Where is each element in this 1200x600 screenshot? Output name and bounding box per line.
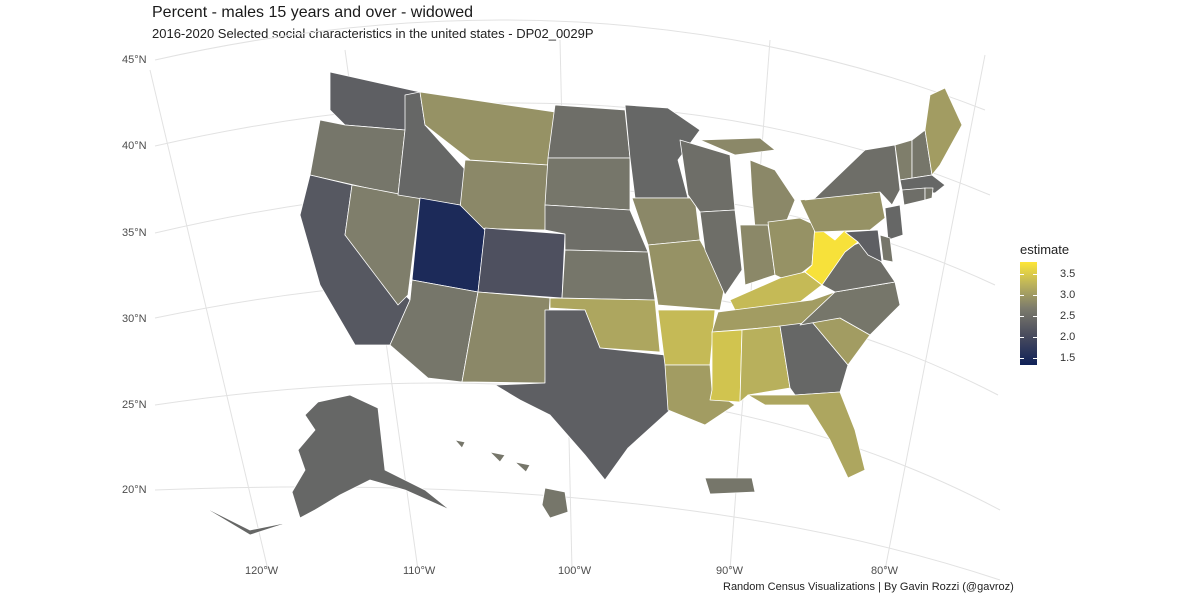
state-new-york bbox=[804, 144, 901, 206]
legend-tick-mark bbox=[1020, 274, 1024, 275]
state-missouri bbox=[647, 239, 726, 311]
lat-label-40: 40°N bbox=[122, 140, 147, 152]
graticule-lat-45 bbox=[154, 19, 986, 111]
color-legend: estimate 3.5 3.0 2.5 2.0 1.5 bbox=[1020, 242, 1075, 365]
legend-tick-mark bbox=[1020, 358, 1024, 359]
state-massachusetts bbox=[899, 174, 946, 194]
state-maine bbox=[924, 87, 963, 176]
lat-label-25: 25°N bbox=[122, 399, 147, 411]
state-connecticut bbox=[901, 187, 926, 206]
lon-label-120: 120°W bbox=[245, 565, 279, 577]
legend-tick-mark bbox=[1020, 316, 1024, 317]
lat-label-30: 30°N bbox=[122, 313, 147, 325]
map-subtitle: 2016-2020 Selected social characteristic… bbox=[152, 26, 594, 41]
state-colorado bbox=[477, 227, 566, 299]
legend-tick-3-5: 3.5 bbox=[1060, 268, 1076, 280]
state-new-mexico bbox=[461, 291, 551, 384]
graticule-lon-80 bbox=[884, 54, 986, 571]
state-north-dakota bbox=[547, 104, 631, 159]
lat-label-35: 35°N bbox=[122, 227, 147, 239]
state-alabama bbox=[739, 325, 791, 403]
legend-tick-mark bbox=[1033, 337, 1037, 338]
state-hawaii bbox=[454, 439, 569, 519]
legend-tick-2-0: 2.0 bbox=[1060, 331, 1076, 343]
lat-label-45: 45°N bbox=[122, 54, 147, 66]
legend-tick-3-0: 3.0 bbox=[1060, 289, 1076, 301]
state-new-jersey bbox=[884, 204, 904, 241]
lon-label-90: 90°W bbox=[716, 565, 744, 577]
legend-tick-mark bbox=[1020, 295, 1024, 296]
state-rhode-island bbox=[924, 187, 934, 201]
state-louisiana bbox=[664, 364, 736, 426]
state-florida bbox=[747, 391, 866, 479]
state-maryland bbox=[844, 229, 883, 263]
state-illinois bbox=[699, 209, 743, 296]
lon-label-110: 110°W bbox=[403, 565, 436, 577]
state-west-virginia bbox=[804, 224, 859, 286]
state-minnesota bbox=[624, 104, 701, 199]
map-title: Percent - males 15 years and over - wido… bbox=[152, 4, 474, 21]
graticule-lon-120 bbox=[149, 69, 269, 571]
state-mississippi bbox=[709, 329, 743, 403]
legend-tick-mark bbox=[1033, 295, 1037, 296]
legend-tick-1-5: 1.5 bbox=[1060, 352, 1076, 364]
caption: Random Census Visualizations | By Gavin … bbox=[723, 581, 1014, 593]
state-texas bbox=[494, 309, 671, 481]
state-puerto-rico bbox=[704, 477, 756, 495]
state-pennsylvania bbox=[799, 191, 886, 233]
state-arkansas bbox=[657, 309, 716, 366]
legend-color-bar bbox=[1020, 262, 1037, 365]
legend-tick-mark bbox=[1033, 274, 1037, 275]
state-south-dakota bbox=[544, 157, 631, 211]
state-delaware bbox=[879, 234, 894, 263]
legend-tick-mark bbox=[1020, 337, 1024, 338]
lon-label-80: 80°W bbox=[871, 565, 899, 577]
lon-label-100: 100°W bbox=[558, 565, 592, 577]
legend-tick-2-5: 2.5 bbox=[1060, 310, 1076, 322]
lat-label-20: 20°N bbox=[122, 484, 147, 496]
legend-tick-mark bbox=[1033, 316, 1037, 317]
state-alaska bbox=[199, 394, 451, 536]
legend-tick-mark bbox=[1033, 358, 1037, 359]
state-kansas bbox=[561, 249, 656, 301]
legend-title: estimate bbox=[1020, 242, 1070, 257]
